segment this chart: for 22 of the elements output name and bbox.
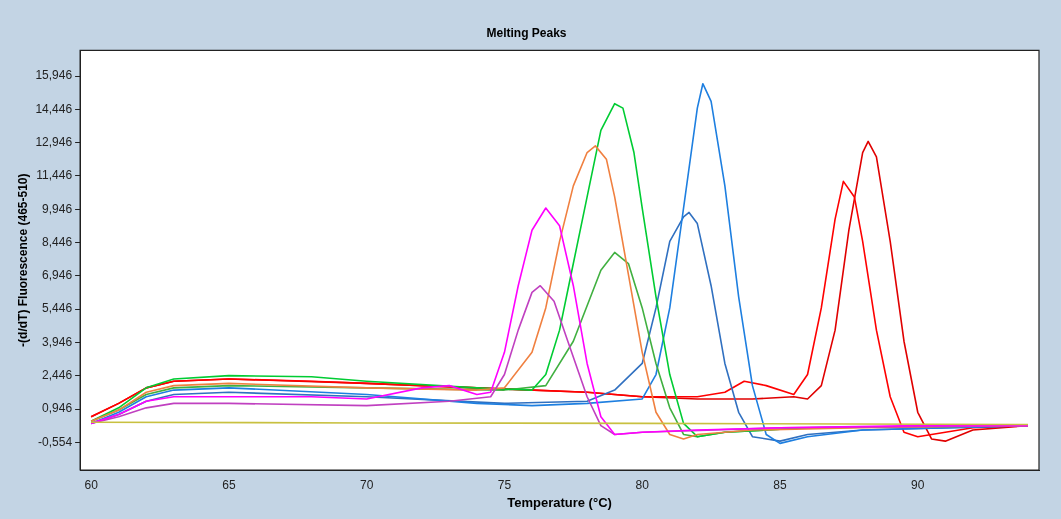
- y-axis-title: -(d/dT) Fluorescence (465-510): [15, 173, 30, 347]
- x-tick-label: 90: [911, 477, 925, 492]
- x-tick-label: 75: [497, 477, 512, 492]
- y-tick-label: 0,946: [42, 401, 73, 416]
- y-tick-label: 15,946: [35, 68, 73, 83]
- y-tick-label: 3,946: [42, 334, 73, 349]
- x-axis-title: Temperature (°C): [507, 494, 612, 510]
- y-tick-label: 6,946: [42, 268, 73, 283]
- x-tick-label: 80: [635, 477, 650, 492]
- y-tick-label: 5,446: [42, 301, 73, 316]
- x-tick-label: 60: [84, 477, 99, 492]
- y-tick-label: -0,554: [38, 434, 73, 449]
- x-tick-label: 70: [359, 477, 374, 492]
- x-tick-label: 85: [773, 477, 787, 492]
- x-tick-label: 65: [222, 477, 236, 492]
- y-tick-label: 14,446: [35, 101, 73, 116]
- y-tick-label: 9,946: [42, 201, 73, 216]
- chart-title: Melting Peaks: [486, 25, 567, 40]
- y-tick-label: 12,946: [35, 134, 73, 149]
- y-tick-label: 11,446: [36, 168, 73, 183]
- y-tick-label: 2,446: [42, 368, 73, 383]
- y-tick-label: 8,446: [42, 234, 73, 249]
